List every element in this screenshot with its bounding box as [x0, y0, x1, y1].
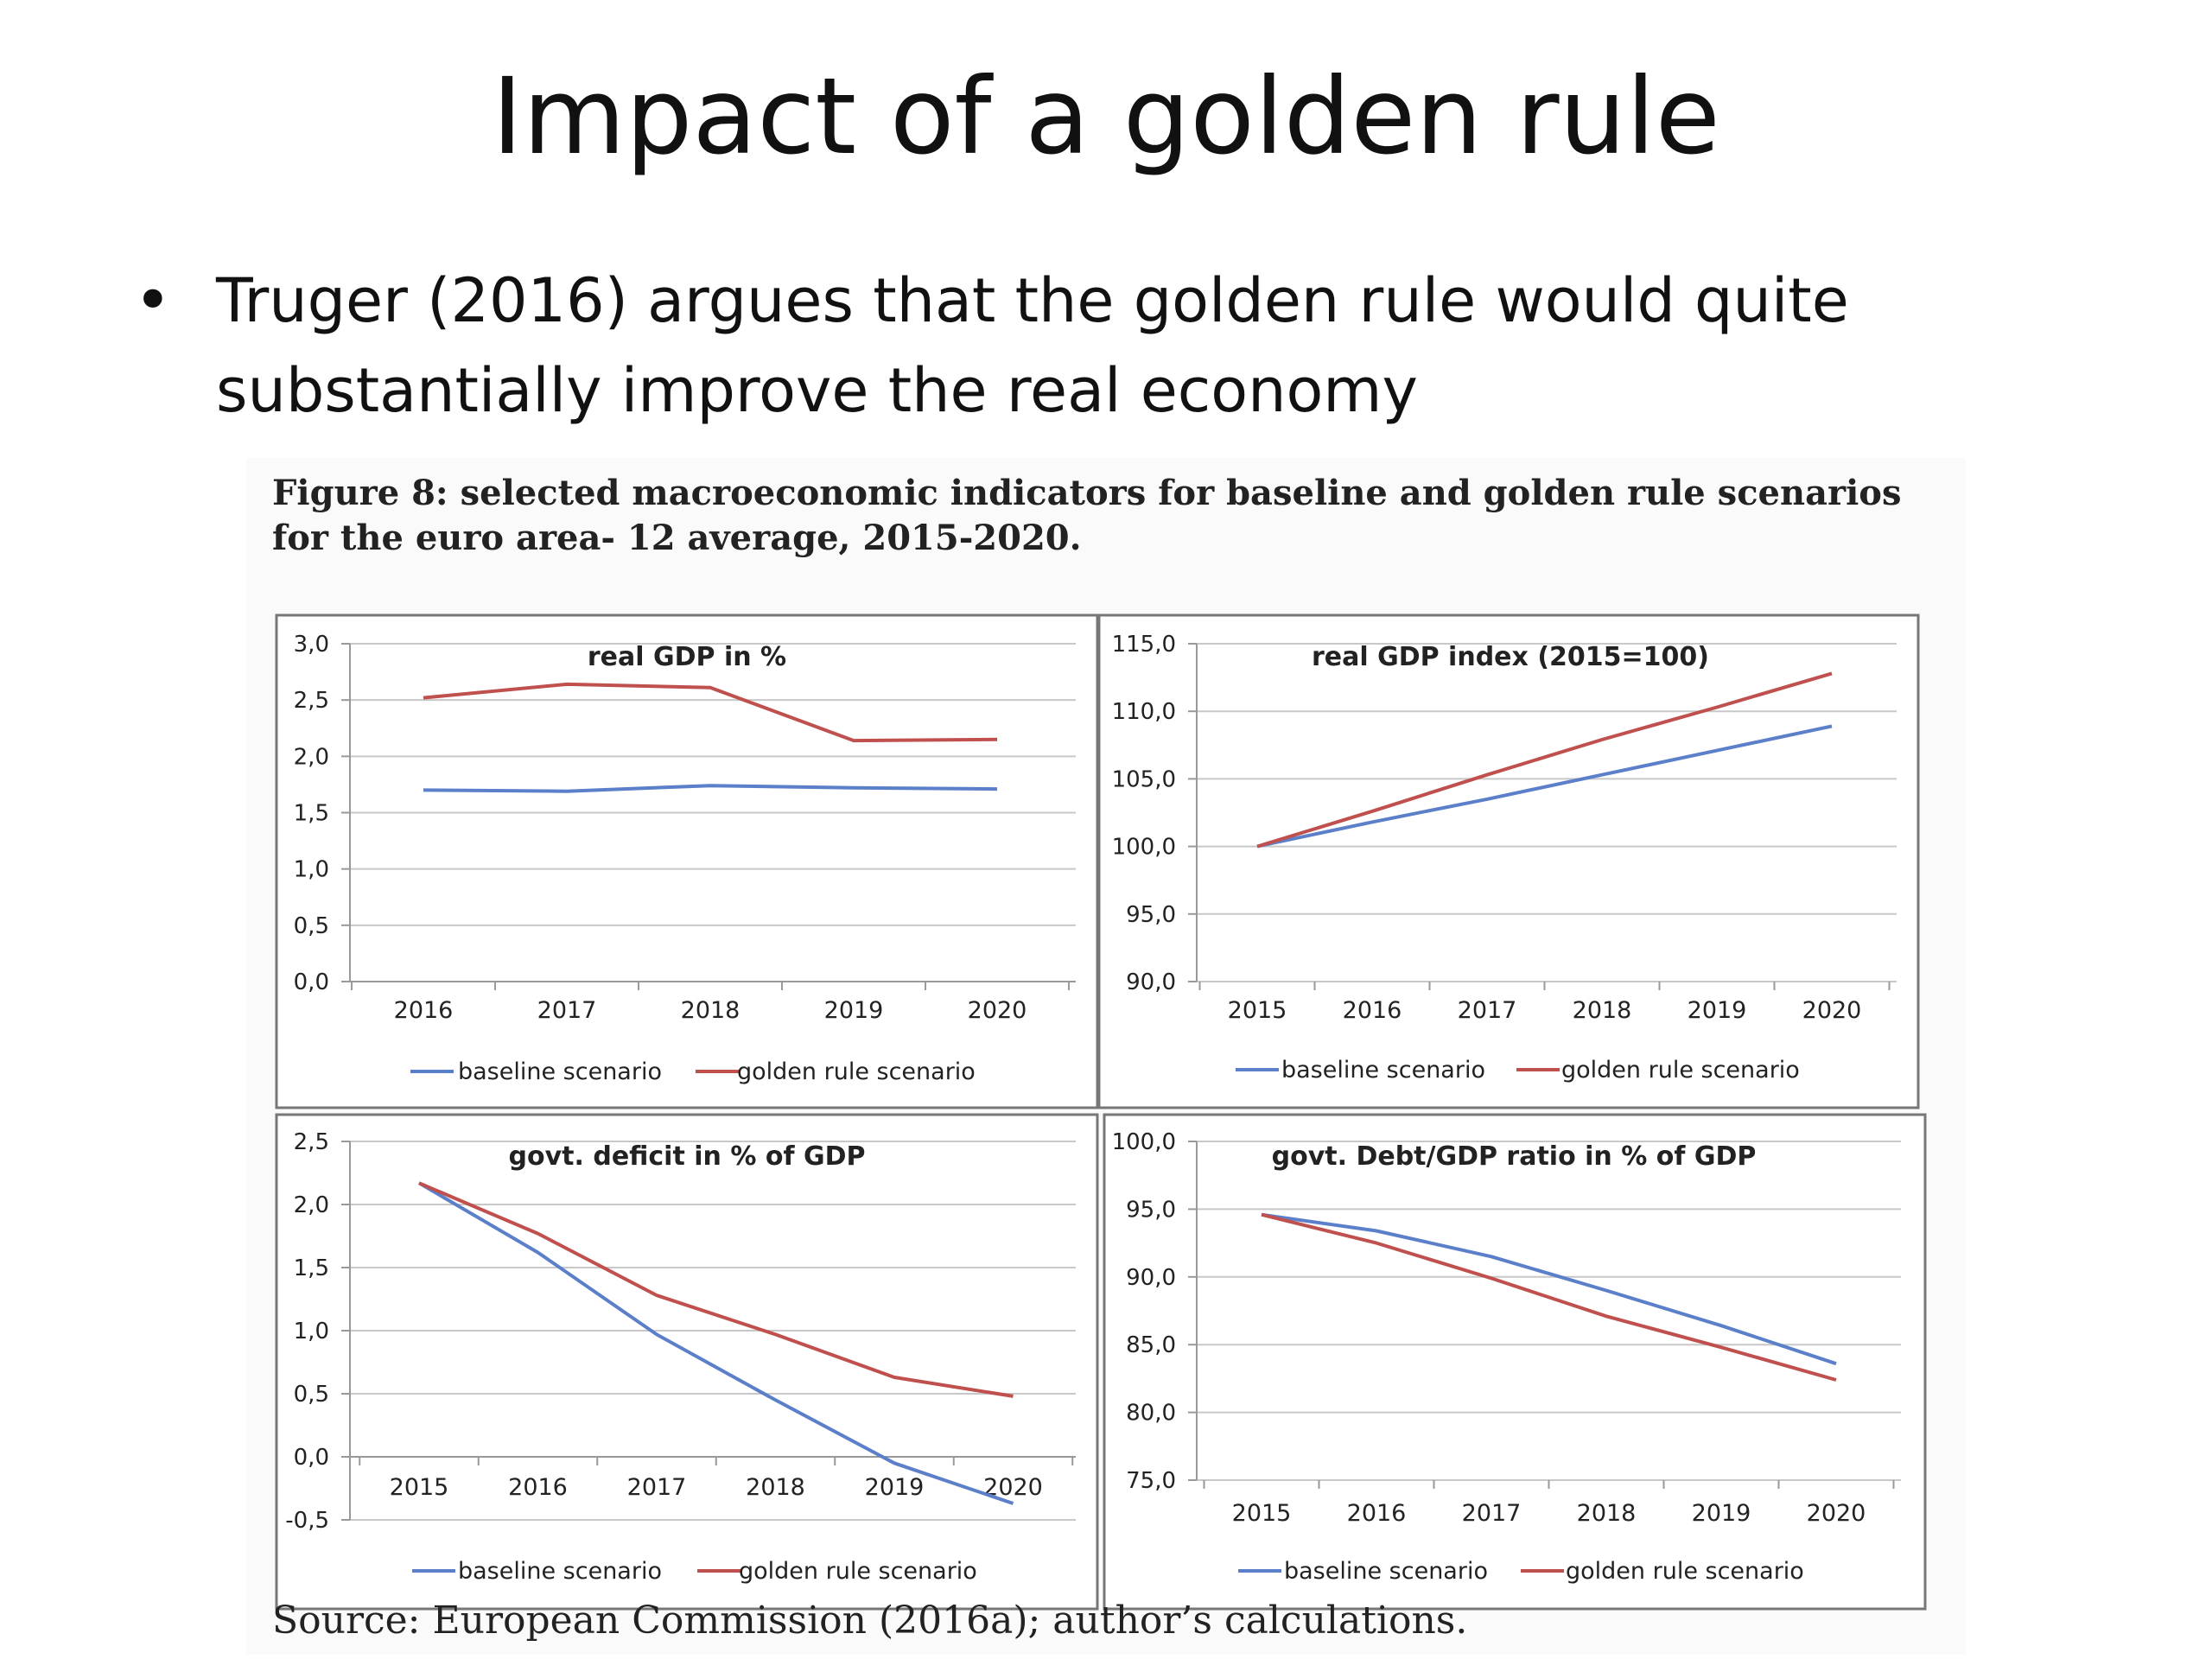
y-tick-label: 2,5	[294, 688, 329, 714]
y-tick-label: 2,0	[294, 744, 329, 770]
series-line-golden-rule	[1261, 1212, 1837, 1382]
bullet-dot: •	[134, 264, 172, 338]
x-tick-label: 2018	[681, 997, 741, 1024]
legend-label: golden rule scenario	[1561, 1057, 1800, 1084]
x-tick-label: 2020	[1807, 1500, 1866, 1527]
y-tick-label: 90,0	[1126, 1265, 1176, 1291]
x-tick-label: 2018	[1573, 997, 1632, 1024]
y-tick-label: 90,0	[1126, 969, 1176, 995]
y-tick-label: 100,0	[1112, 1129, 1176, 1155]
bullet-text: Truger (2016) argues that the golden rul…	[216, 265, 1849, 426]
y-tick-label: 3,0	[294, 632, 329, 658]
y-tick-label: 110,0	[1112, 699, 1176, 725]
x-tick-label: 2015	[1228, 997, 1287, 1024]
x-tick-label: 2020	[968, 997, 1027, 1024]
y-tick-label: 0,5	[294, 913, 329, 939]
legend-label: baseline scenario	[458, 1058, 662, 1085]
legend-label: baseline scenario	[1284, 1558, 1488, 1585]
chart-title: govt. Debt/GDP ratio in % of GDP	[1272, 1141, 1757, 1172]
legend-label: golden rule scenario	[1566, 1558, 1804, 1585]
legend-label: golden rule scenario	[739, 1558, 977, 1585]
y-tick-label: 80,0	[1126, 1401, 1176, 1427]
x-tick-label: 2018	[746, 1474, 805, 1501]
chart-frame	[1097, 613, 1920, 1109]
x-tick-label: 2017	[1462, 1500, 1522, 1527]
chart-frame	[275, 613, 1099, 1109]
chart-frame	[275, 1113, 1099, 1611]
y-tick-label: 115,0	[1112, 632, 1176, 658]
x-tick-label: 2017	[1458, 997, 1517, 1024]
chart-frame	[1103, 1113, 1927, 1611]
chart-title: govt. deficit in % of GDP	[509, 1141, 866, 1172]
slide-title: Impact of a golden rule	[492, 55, 1720, 178]
x-tick-label: 2015	[390, 1474, 449, 1501]
y-tick-label: 95,0	[1126, 1197, 1176, 1223]
x-tick-label: 2016	[1343, 997, 1402, 1024]
x-tick-label: 2017	[627, 1474, 687, 1501]
y-tick-label: 100,0	[1112, 835, 1176, 861]
y-tick-label: 2,0	[294, 1192, 329, 1218]
legend-label: baseline scenario	[1281, 1057, 1485, 1084]
y-tick-label: 1,0	[294, 1319, 329, 1344]
series-line-golden-rule	[423, 682, 998, 743]
x-tick-label: 2019	[1692, 1500, 1751, 1527]
x-tick-label: 2020	[1802, 997, 1862, 1024]
legend-label: baseline scenario	[458, 1558, 662, 1585]
y-tick-label: 0,0	[294, 1445, 329, 1471]
y-tick-label: 2,5	[294, 1129, 329, 1155]
x-tick-label: 2019	[824, 997, 884, 1024]
x-tick-label: 2016	[1347, 1500, 1407, 1527]
y-tick-label: 1,5	[294, 1255, 329, 1281]
y-tick-label: 1,5	[294, 801, 329, 827]
x-tick-label: 2017	[537, 997, 597, 1024]
series-line-golden-rule	[418, 1181, 1014, 1398]
figure-caption: Figure 8: selected macroeconomic indicat…	[272, 473, 1902, 558]
x-tick-label: 2019	[865, 1474, 925, 1501]
x-tick-label: 2016	[394, 997, 454, 1024]
figure-source: Source: European Commission (2016a); aut…	[272, 1599, 1468, 1643]
y-tick-label: 95,0	[1126, 902, 1176, 928]
x-tick-label: 2018	[1577, 1500, 1637, 1527]
chart-title: real GDP in %	[588, 642, 786, 672]
x-tick-label: 2016	[508, 1474, 568, 1501]
y-tick-label: 105,0	[1112, 766, 1176, 792]
y-tick-label: 1,0	[294, 857, 329, 883]
y-tick-label: 85,0	[1126, 1332, 1176, 1358]
y-tick-label: 75,0	[1126, 1468, 1176, 1494]
y-tick-label: -0,5	[285, 1508, 329, 1534]
series-line-baseline	[1261, 1212, 1837, 1366]
series-line-baseline	[417, 1181, 1014, 1505]
series-line-baseline	[1256, 724, 1833, 849]
chart-title: real GDP index (2015=100)	[1312, 642, 1709, 672]
x-tick-label: 2015	[1232, 1500, 1292, 1527]
y-tick-label: 0,5	[294, 1382, 329, 1408]
y-tick-label: 0,0	[294, 969, 329, 995]
x-tick-label: 2019	[1688, 997, 1747, 1024]
series-line-baseline	[423, 784, 998, 793]
series-line-golden-rule	[1256, 671, 1833, 849]
legend-label: golden rule scenario	[737, 1058, 976, 1085]
